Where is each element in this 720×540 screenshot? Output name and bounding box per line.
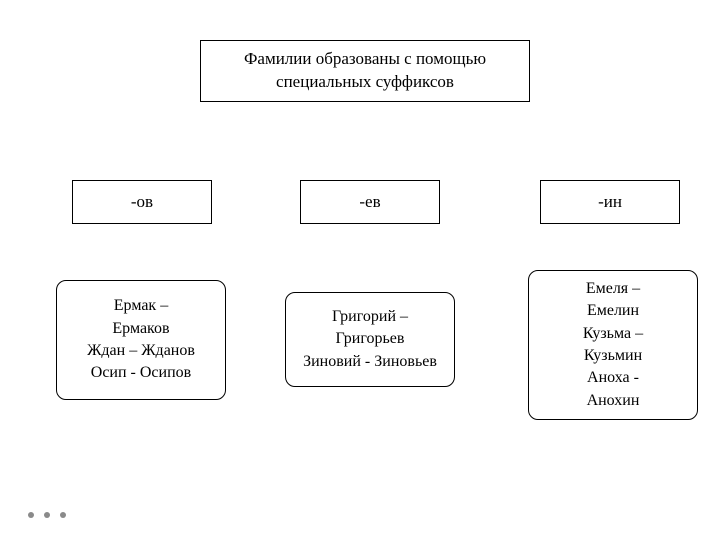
example-box-ov: Ермак – Ермаков Ждан – Жданов Осип - Оси…: [56, 280, 226, 400]
title-box: Фамилии образованы с помощью специальных…: [200, 40, 530, 102]
example-line: Аноха -: [587, 369, 639, 386]
example-line: Емелин: [587, 302, 639, 319]
example-text: Григорий – Григорьев Зиновий - Зиновьев: [303, 306, 437, 373]
bullet-icon: [60, 512, 66, 518]
example-box-ev: Григорий – Григорьев Зиновий - Зиновьев: [285, 292, 455, 387]
example-line: Осип - Осипов: [91, 364, 191, 381]
example-line: Ермаков: [112, 320, 169, 337]
example-line: Ждан – Жданов: [87, 342, 195, 359]
example-line: Ермак –: [114, 297, 168, 314]
example-box-in: Емеля – Емелин Кузьма – Кузьмин Аноха - …: [528, 270, 698, 420]
suffix-label: -ев: [359, 192, 380, 212]
bullet-icon: [44, 512, 50, 518]
title-line-1: Фамилии образованы с помощью: [244, 49, 486, 68]
diagram-page: Фамилии образованы с помощью специальных…: [0, 0, 720, 540]
suffix-box-in: -ин: [540, 180, 680, 224]
suffix-box-ev: -ев: [300, 180, 440, 224]
bullet-icon: [28, 512, 34, 518]
example-line: Зиновий - Зиновьев: [303, 353, 437, 370]
example-line: Григорьев: [336, 330, 405, 347]
suffix-label: -ов: [131, 192, 153, 212]
example-line: Григорий –: [332, 308, 408, 325]
example-line: Анохин: [587, 392, 640, 409]
example-text: Ермак – Ермаков Ждан – Жданов Осип - Оси…: [87, 295, 195, 385]
suffix-label: -ин: [598, 192, 622, 212]
slide-bullets: [28, 512, 66, 518]
example-line: Кузьма –: [583, 325, 643, 342]
title-line-2: специальных суффиксов: [276, 72, 454, 91]
example-text: Емеля – Емелин Кузьма – Кузьмин Аноха - …: [583, 278, 643, 412]
title-text: Фамилии образованы с помощью специальных…: [244, 48, 486, 94]
suffix-box-ov: -ов: [72, 180, 212, 224]
example-line: Кузьмин: [584, 347, 642, 364]
example-line: Емеля –: [586, 280, 640, 297]
